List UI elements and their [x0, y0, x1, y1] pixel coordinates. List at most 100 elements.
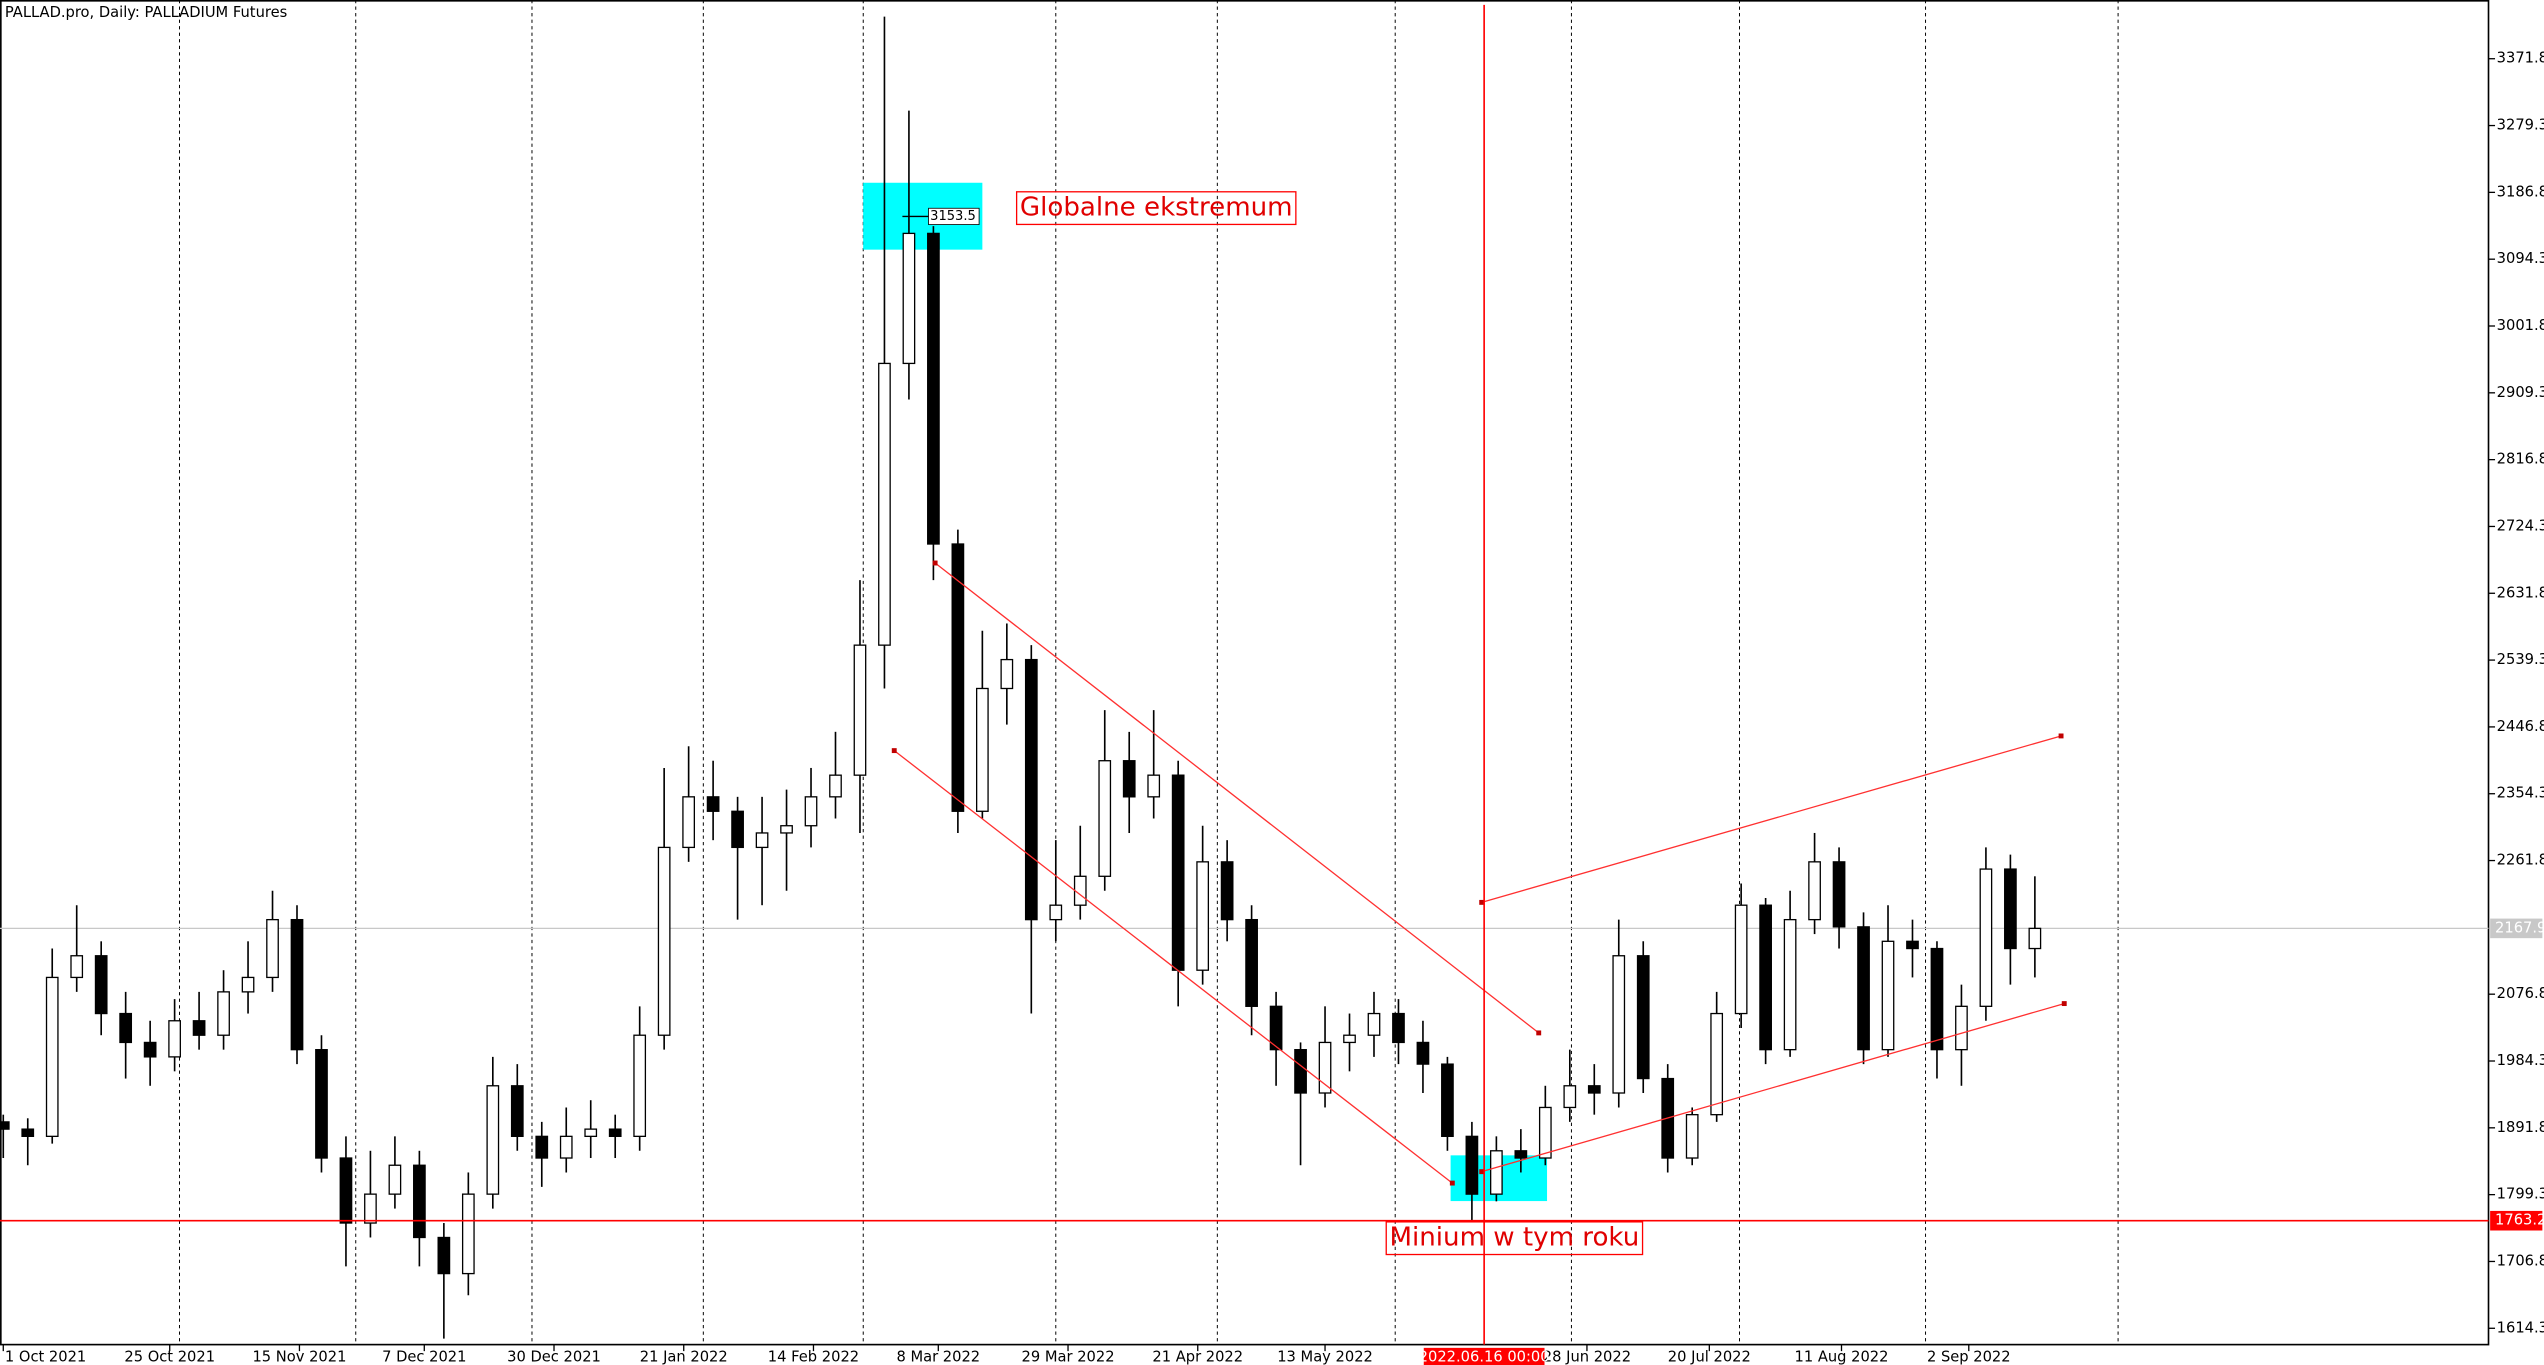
candle-body	[1710, 1012, 1724, 1116]
candle-body	[1196, 861, 1210, 971]
candle-body	[1514, 1150, 1528, 1159]
candle-body	[21, 1128, 35, 1137]
candle-body	[1538, 1106, 1552, 1159]
current-price-label-bg	[2490, 918, 2543, 939]
candle-body	[1416, 1041, 1430, 1065]
candle-body	[1392, 1012, 1405, 1044]
candle-body	[829, 774, 842, 798]
candle-body	[1783, 918, 1797, 1051]
y-tick-label: 1891.8	[2497, 1119, 2544, 1136]
candle-body	[45, 976, 59, 1137]
candle-body	[1734, 904, 1748, 1015]
support-label-bg	[2490, 1210, 2543, 1231]
x-tick-label: 7 Dec 2021	[382, 1349, 466, 1365]
trendline-anchor	[891, 748, 897, 754]
current-price-label: 2167.9	[2495, 919, 2544, 936]
candle-body	[1563, 1085, 1577, 1109]
candle-body	[1367, 1012, 1381, 1036]
y-tick-label: 2539.3	[2497, 651, 2544, 668]
x-tick-label: 20 Jul 2022	[1668, 1349, 1751, 1365]
candle-body	[1906, 940, 1919, 950]
candle-body	[1955, 1005, 1968, 1051]
candle-body	[94, 955, 108, 1015]
candle-body	[1220, 861, 1234, 921]
x-tick-label: 1 Oct 2021	[5, 1349, 86, 1365]
candle-body	[902, 232, 916, 365]
candle-body	[853, 644, 867, 776]
x-tick-label: 30 Dec 2021	[507, 1349, 601, 1365]
candle-body	[1024, 658, 1038, 921]
candle-body	[1122, 760, 1136, 798]
candle-body	[290, 918, 304, 1051]
y-tick-label: 3186.8	[2497, 183, 2544, 200]
candle-body	[1490, 1150, 1503, 1195]
peak-marker-label: 3153.5	[930, 209, 976, 224]
candle-body	[657, 846, 671, 1036]
candle-body	[1147, 774, 1161, 798]
plot-frame	[0, 0, 2490, 1346]
candle-body	[2028, 927, 2042, 950]
x-tick-label: 8 Mar 2022	[896, 1349, 980, 1365]
trendline-anchor	[2061, 1001, 2067, 1007]
candle-body	[927, 232, 940, 545]
chart-title: PALLAD.pro, Daily: PALLADIUM Futures	[5, 4, 287, 21]
candle-body	[241, 976, 255, 993]
candle-body	[1245, 918, 1258, 1007]
trendline	[893, 750, 1453, 1184]
candle-body	[486, 1085, 500, 1195]
candle-body	[1759, 904, 1772, 1051]
candle-body	[951, 543, 965, 812]
y-tick-label: 2724.3	[2497, 517, 2544, 534]
candle-body	[878, 362, 891, 646]
candle-body	[1294, 1049, 1307, 1094]
candle-body	[461, 1193, 475, 1275]
y-tick-label: 2816.8	[2497, 451, 2544, 468]
x-tick-label: 21 Apr 2022	[1152, 1349, 1243, 1365]
y-tick-label: 3001.8	[2497, 317, 2544, 334]
candle-body	[1441, 1063, 1454, 1137]
candle-body	[1857, 926, 1870, 1051]
annotation-box	[1015, 191, 1297, 226]
x-tick-label: 13 May 2022	[1277, 1349, 1373, 1365]
candle-body	[1343, 1034, 1356, 1044]
candle-body	[388, 1164, 402, 1195]
annotation: Globalne ekstremum	[1020, 193, 1293, 223]
vertical-line-label-bg	[1423, 1347, 1545, 1365]
trendline-anchor	[1479, 1169, 1485, 1175]
candle-body	[608, 1128, 622, 1137]
y-tick-label: 2909.3	[2497, 384, 2544, 401]
x-tick-label: 11 Aug 2022	[1795, 1349, 1889, 1365]
x-tick-label: 2 Sep 2022	[1927, 1349, 2011, 1365]
candle-body	[755, 832, 769, 849]
y-tick-label: 3371.8	[2497, 50, 2544, 67]
candle-body	[975, 687, 989, 812]
trendline	[934, 562, 1540, 1034]
candle-body	[510, 1085, 524, 1137]
candle-body	[1171, 774, 1185, 971]
y-tick-label: 3094.3	[2497, 250, 2544, 267]
candle-body	[1269, 1005, 1283, 1051]
candle-body	[1685, 1114, 1699, 1159]
candle-body	[339, 1157, 353, 1224]
y-tick-label: 3279.3	[2497, 117, 2544, 134]
candle-body	[584, 1128, 598, 1137]
y-tick-label: 1614.3	[2497, 1319, 2544, 1336]
y-tick-label: 1984.3	[2497, 1052, 2544, 1069]
candle-body	[1930, 947, 1944, 1051]
candle-body	[217, 991, 230, 1036]
candle-body	[559, 1135, 573, 1159]
candle-body	[1000, 658, 1014, 690]
candle-body	[1832, 861, 1846, 928]
candle-body	[1098, 760, 1112, 877]
candle-body	[1465, 1135, 1479, 1195]
support-label: 1763.2	[2495, 1212, 2544, 1229]
candle-body	[780, 825, 793, 834]
trendline-anchor	[1479, 899, 1485, 905]
candle-body	[1979, 868, 1993, 1007]
y-tick-label: 1706.8	[2497, 1252, 2544, 1269]
peak-marker-box	[928, 207, 980, 225]
y-tick-label: 2261.8	[2497, 852, 2544, 869]
x-tick-label: 14 Feb 2022	[768, 1349, 859, 1365]
candle-body	[143, 1041, 157, 1058]
